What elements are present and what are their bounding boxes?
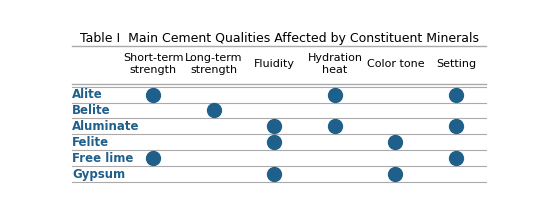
Point (209, 109, 218, 112)
Point (452, 125, 461, 128)
Point (270, 125, 278, 128)
Point (391, 172, 400, 176)
Text: Long-term
strength: Long-term strength (185, 53, 243, 75)
Point (270, 172, 278, 176)
Text: Belite: Belite (72, 104, 111, 117)
Point (331, 93, 340, 96)
Text: Alite: Alite (72, 88, 103, 101)
Text: Felite: Felite (72, 136, 110, 149)
Point (270, 141, 278, 144)
Text: Aluminate: Aluminate (72, 120, 140, 133)
Point (149, 156, 158, 160)
Text: Short-term
strength: Short-term strength (123, 53, 184, 75)
Text: Color tone: Color tone (367, 59, 424, 69)
Point (391, 141, 400, 144)
Text: Gypsum: Gypsum (72, 168, 125, 181)
Text: Free lime: Free lime (72, 152, 134, 165)
Point (452, 93, 461, 96)
Text: Fluidity: Fluidity (254, 59, 295, 69)
Point (149, 93, 158, 96)
Text: Table I  Main Cement Qualities Affected by Constituent Minerals: Table I Main Cement Qualities Affected b… (80, 32, 479, 45)
Point (331, 125, 340, 128)
Point (452, 156, 461, 160)
Text: Setting: Setting (436, 59, 476, 69)
Text: Hydration
heat: Hydration heat (307, 53, 362, 75)
